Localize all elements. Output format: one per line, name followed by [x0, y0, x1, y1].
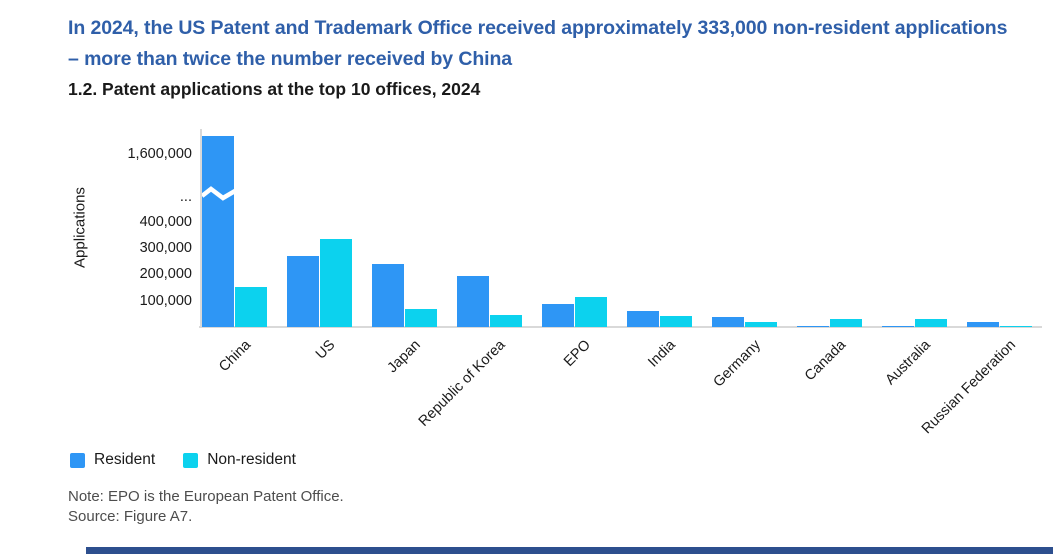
y-tick-label: 1,600,000: [127, 146, 192, 162]
legend-swatch-non-resident: [183, 452, 199, 468]
bar-non-resident-canada: [829, 318, 862, 327]
category-label-canada: Canada: [801, 337, 849, 385]
category-label-us: US: [313, 337, 339, 363]
bar-resident-germany: [712, 317, 744, 327]
bar-resident-us: [287, 255, 319, 327]
legend-swatch-resident: [70, 452, 85, 468]
bar-resident-india: [627, 310, 659, 327]
bar-resident-republic-of-korea: [457, 276, 489, 327]
bar-non-resident-germany: [744, 321, 777, 327]
category-label-india: India: [645, 337, 679, 371]
axis-break-zigzag: [202, 186, 235, 201]
chart-legend: Resident Non-resident: [70, 451, 296, 469]
bar-non-resident-russian-federation: [999, 325, 1032, 327]
y-axis-line: [200, 129, 202, 327]
legend-label: Non-resident: [207, 451, 296, 468]
figure-title: 1.2. Patent applications at the top 10 o…: [68, 79, 481, 99]
category-label-germany: Germany: [710, 337, 764, 391]
category-label-republic-of-korea: Republic of Korea: [415, 337, 509, 430]
category-label-japan: Japan: [384, 337, 424, 377]
chart-note: Note: EPO is the European Patent Office.: [68, 488, 344, 505]
bar-non-resident-republic-of-korea: [489, 314, 522, 327]
bar-resident-australia: [882, 325, 914, 327]
bar-non-resident-india: [659, 316, 692, 327]
chart-source: Source: Figure A7.: [68, 508, 193, 525]
legend-label: Resident: [94, 451, 156, 468]
bar-resident-china: [202, 136, 234, 327]
category-label-australia: Australia: [882, 337, 934, 389]
y-tick-label: ...: [179, 189, 192, 205]
legend-item-non-resident: Non-resident: [183, 451, 296, 469]
y-tick-label: 400,000: [139, 214, 192, 230]
page-footer-rule: [86, 547, 1053, 554]
bar-non-resident-japan: [404, 308, 437, 327]
x-axis-line: [199, 326, 1042, 328]
bar-resident-epo: [542, 303, 574, 327]
bar-resident-japan: [372, 264, 404, 327]
bar-non-resident-china: [234, 286, 267, 327]
category-label-china: China: [215, 337, 254, 376]
bar-resident-canada: [797, 325, 829, 327]
report-headline: In 2024, the US Patent and Trademark Off…: [68, 17, 1008, 70]
bar-non-resident-us: [319, 239, 352, 327]
bar-non-resident-australia: [914, 319, 947, 327]
legend-item-resident: Resident: [70, 451, 155, 469]
category-label-epo: EPO: [560, 337, 594, 370]
y-tick-label: 100,000: [139, 293, 192, 309]
bar-resident-russian-federation: [967, 321, 999, 327]
y-tick-label: 300,000: [139, 240, 192, 256]
bar-non-resident-epo: [574, 296, 607, 327]
category-label-russian-federation: Russian Federation: [918, 337, 1019, 438]
y-tick-label: 200,000: [139, 266, 192, 282]
